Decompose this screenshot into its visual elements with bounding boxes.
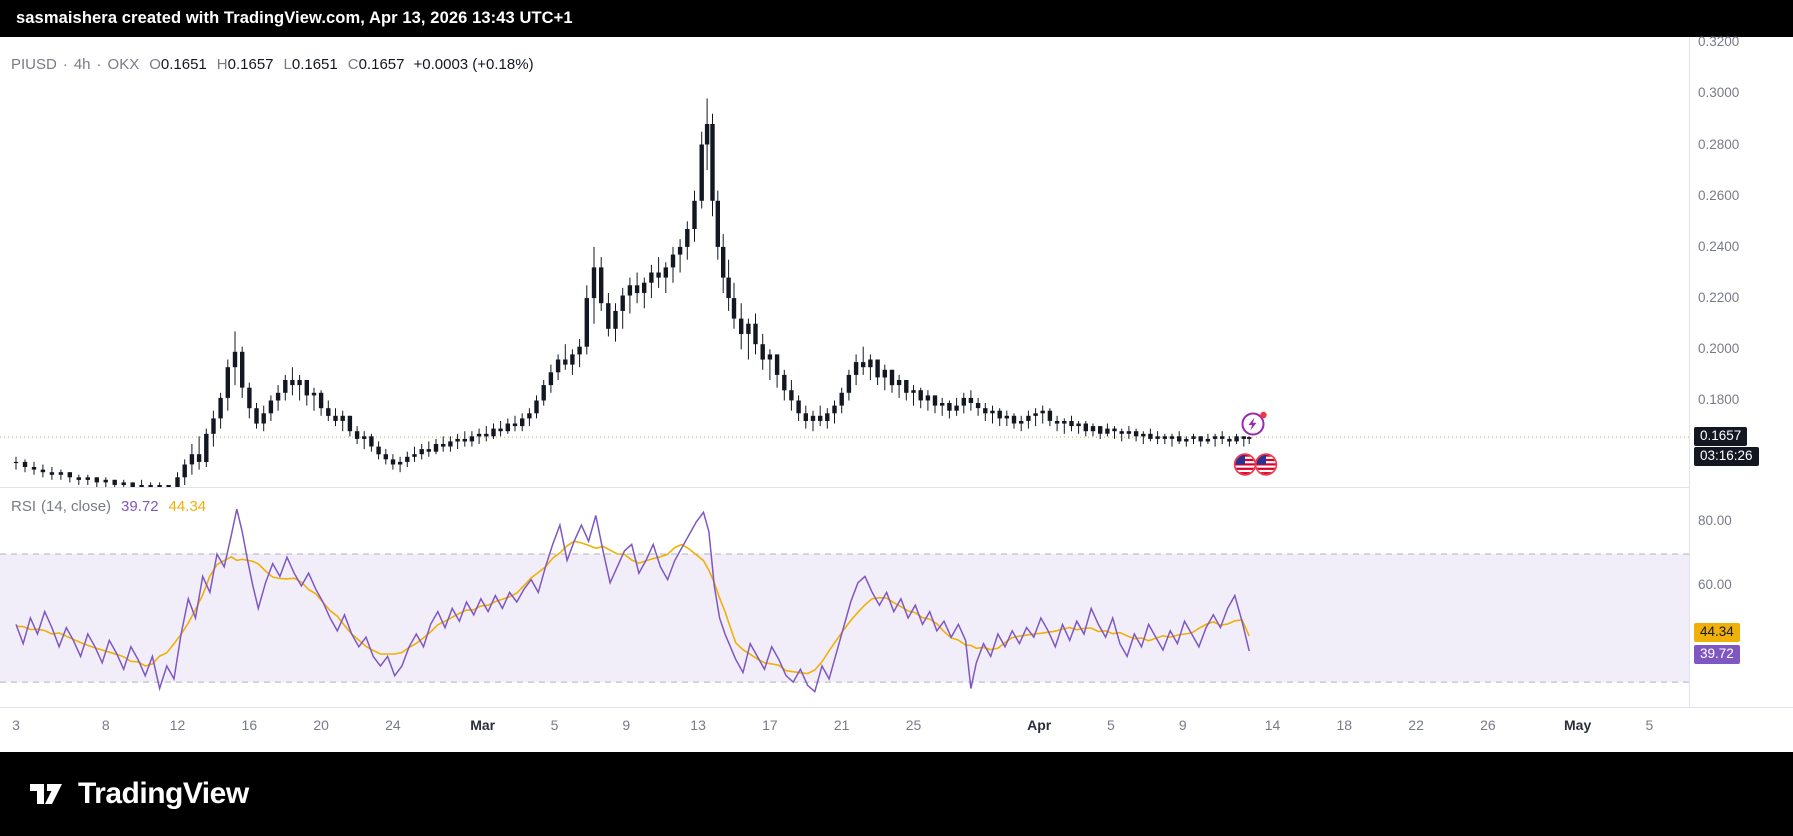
rsi-ma-badge: 44.34 (1694, 623, 1740, 643)
time-axis-label: 26 (1480, 717, 1496, 733)
time-axis[interactable]: 3 8 12 16 20 24 Mar 5 9 13 17 21 25 Apr 5 9 14 18 22 26 May 5 (0, 707, 1793, 753)
time-axis-label: 16 (241, 717, 258, 733)
tradingview-wordmark: TradingView (78, 777, 249, 810)
rsi-chart[interactable] (0, 488, 1689, 708)
tradingview-logo-mark (30, 784, 62, 804)
time-axis-label: Apr (1027, 717, 1052, 733)
ohlc-open: O0.1651 (149, 56, 207, 73)
time-axis-label: 20 (313, 717, 329, 733)
rsi-axis-label: 80.00 (1698, 512, 1732, 528)
rsi-value-badge: 39.72 (1694, 644, 1740, 664)
ohlc-high: H0.1657 (216, 56, 274, 73)
time-axis-label: 22 (1408, 717, 1424, 733)
rsi-value: 39.72 (121, 498, 159, 515)
time-axis-label: 14 (1264, 717, 1281, 733)
price-axis-label: 0.1800 (1698, 392, 1740, 408)
price-axis[interactable]: 0.1657 03:16:26 44.34 39.72 0.3200 0.3000… (1689, 34, 1793, 707)
lightning-event-icon[interactable] (1239, 408, 1269, 438)
time-axis-label: 5 (1107, 717, 1115, 733)
time-axis-label: 12 (169, 717, 186, 733)
time-axis-label: 24 (385, 717, 401, 733)
time-axis-label: 25 (905, 717, 922, 733)
time-axis-label: 21 (833, 717, 850, 733)
rsi-pane[interactable]: RSI (14, close) 39.72 44.34 (0, 487, 1689, 708)
legend-separator: · (62, 56, 68, 73)
candle-countdown-badge: 03:16:26 (1694, 447, 1759, 467)
time-axis-label: 5 (1645, 717, 1654, 733)
ohlc-close: C0.1657 (347, 56, 405, 73)
price-pane[interactable]: PIUSD · 4h · OKX O0.1651 H0.1657 L0.1651… (0, 37, 1689, 487)
attribution-bar: sasmaishera created with TradingView.com… (0, 0, 1793, 37)
attribution-text: sasmaishera created with TradingView.com… (16, 9, 573, 27)
interval-label[interactable]: 4h (73, 56, 91, 73)
price-axis-label: 0.3000 (1698, 85, 1740, 101)
tradingview-logo[interactable]: TradingView (26, 774, 249, 814)
symbol-name[interactable]: PIUSD (11, 56, 57, 73)
time-axis-label: 9 (1178, 717, 1187, 733)
price-axis-label: 0.2600 (1698, 187, 1740, 203)
ohlc-low: L0.1651 (283, 56, 338, 73)
chart-legend: PIUSD · 4h · OKX O0.1651 H0.1657 L0.1651… (11, 56, 534, 73)
time-axis-label: 8 (101, 717, 110, 733)
rsi-legend: RSI (14, close) 39.72 44.34 (11, 498, 206, 515)
candlestick-chart[interactable] (0, 37, 1689, 487)
exchange-label[interactable]: OKX (107, 56, 140, 73)
time-axis-label: 5 (550, 717, 559, 733)
time-axis-label: 18 (1336, 717, 1353, 733)
price-axis-label: 0.2400 (1698, 238, 1740, 254)
last-price-badge: 0.1657 (1694, 427, 1748, 447)
rsi-axis-label: 60.00 (1698, 576, 1732, 592)
rsi-ma-value: 44.34 (168, 498, 207, 515)
time-axis-label: May (1564, 717, 1592, 733)
time-axis-label: 3 (12, 717, 20, 733)
time-axis-label: Mar (470, 717, 496, 733)
rsi-indicator-title[interactable]: RSI (11, 498, 37, 515)
rsi-params: (14, close) (41, 498, 112, 515)
price-axis-label: 0.2200 (1698, 290, 1740, 306)
legend-separator: · (96, 56, 102, 73)
time-axis-label: 9 (622, 717, 631, 733)
price-axis-label: 0.2000 (1698, 341, 1740, 357)
price-change: +0.0003 (+0.18%) (413, 56, 534, 73)
footer-bar: TradingView (0, 752, 1793, 836)
price-axis-label: 0.3200 (1698, 34, 1740, 50)
price-axis-label: 0.2800 (1698, 136, 1740, 152)
time-axis-label: 13 (690, 717, 706, 733)
us-flags-event-icon[interactable] (1231, 451, 1283, 478)
time-axis-label: 17 (762, 717, 778, 733)
